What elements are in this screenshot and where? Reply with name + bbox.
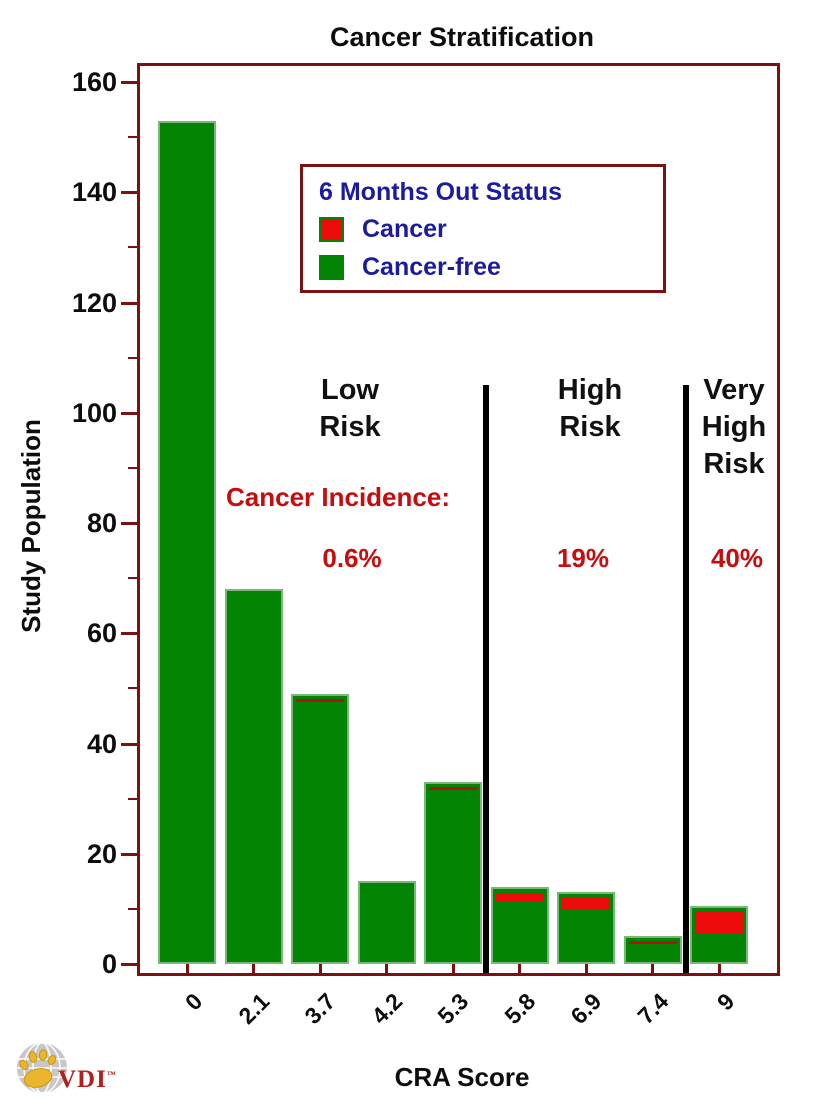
vdi-trademark-mark: ™ bbox=[106, 1069, 116, 1080]
bar bbox=[357, 881, 416, 964]
y-tick bbox=[121, 743, 137, 746]
risk-zone-label-very-high: Very High Risk bbox=[701, 374, 767, 480]
bar-cancer-segment bbox=[695, 912, 743, 934]
bar-cancer-segment bbox=[628, 941, 677, 944]
y-tick-label: 20 bbox=[86, 839, 117, 869]
x-tick-label: 3.7 bbox=[299, 988, 341, 1030]
x-tick-label: 5.8 bbox=[498, 988, 540, 1030]
x-axis-label: CRA Score bbox=[394, 1062, 530, 1092]
risk-zone-label-high: High Risk bbox=[557, 374, 623, 443]
x-tick bbox=[451, 964, 455, 974]
y-tick-label: 120 bbox=[71, 288, 117, 318]
vdi-logo-text: VDI™ bbox=[58, 1066, 116, 1093]
separator-line bbox=[682, 385, 689, 973]
vdi-logo: VDI™ bbox=[14, 1040, 134, 1100]
y-tick bbox=[121, 81, 137, 84]
legend-title: 6 Months Out Status bbox=[319, 178, 563, 206]
bar bbox=[291, 694, 349, 964]
legend-swatch-cancer bbox=[319, 217, 344, 242]
x-tick-label: 6.9 bbox=[565, 988, 607, 1030]
incidence-value-very-high: 40% bbox=[710, 543, 764, 573]
bar bbox=[490, 887, 549, 964]
bar bbox=[557, 892, 615, 964]
x-tick-label: 4.2 bbox=[365, 988, 407, 1030]
y-tick bbox=[121, 522, 137, 525]
legend: 6 Months Out Status Cancer Cancer-free bbox=[300, 164, 666, 293]
y-tick bbox=[121, 632, 137, 635]
y-tick-label: 80 bbox=[86, 508, 117, 538]
x-tick bbox=[651, 964, 654, 974]
y-minor-tick bbox=[128, 908, 137, 910]
plot-frame bbox=[137, 63, 780, 976]
x-tick-label: 2.1 bbox=[232, 988, 274, 1030]
bar bbox=[690, 906, 748, 964]
bar bbox=[623, 936, 682, 964]
y-minor-tick bbox=[128, 687, 137, 689]
x-tick bbox=[584, 964, 588, 974]
y-minor-tick bbox=[128, 467, 137, 469]
y-tick-label: 40 bbox=[86, 729, 117, 759]
x-tick bbox=[518, 964, 521, 974]
chart-title: Cancer Stratification bbox=[329, 22, 595, 52]
risk-zone-label-low: Low Risk bbox=[319, 374, 381, 443]
bar-cancer-segment bbox=[296, 699, 344, 702]
legend-item-label: Cancer-free bbox=[362, 253, 501, 281]
y-tick-label: 0 bbox=[101, 949, 117, 979]
x-tick bbox=[318, 964, 322, 974]
incidence-value-low: 0.6% bbox=[322, 543, 382, 573]
bar bbox=[158, 121, 216, 964]
y-axis-label: Study Population bbox=[16, 419, 46, 633]
y-tick bbox=[121, 963, 137, 966]
legend-swatch-cancer-free bbox=[319, 255, 344, 280]
incidence-value-high: 19% bbox=[556, 543, 610, 573]
x-tick-label: 7.4 bbox=[631, 988, 673, 1030]
y-minor-tick bbox=[128, 357, 137, 359]
y-minor-tick bbox=[128, 136, 137, 138]
y-minor-tick bbox=[128, 246, 137, 248]
y-tick-label: 140 bbox=[71, 177, 117, 207]
y-tick bbox=[121, 191, 137, 194]
separator-line bbox=[483, 385, 490, 973]
x-tick-label: 0 bbox=[179, 988, 208, 1016]
bar bbox=[424, 782, 482, 964]
x-tick-label: 5.3 bbox=[432, 988, 474, 1030]
x-tick bbox=[385, 964, 388, 974]
y-tick bbox=[121, 302, 137, 305]
vdi-globe-paw-icon bbox=[17, 1042, 67, 1094]
incidence-heading: Cancer Incidence: bbox=[226, 482, 450, 512]
y-minor-tick bbox=[128, 798, 137, 800]
y-tick-label: 60 bbox=[86, 618, 117, 648]
x-tick bbox=[717, 964, 721, 974]
y-minor-tick bbox=[128, 577, 137, 579]
bar-cancer-segment bbox=[495, 893, 544, 901]
y-tick-label: 100 bbox=[71, 398, 117, 428]
x-tick-label: 9 bbox=[711, 988, 740, 1016]
bar-cancer-segment bbox=[562, 898, 610, 909]
x-tick bbox=[252, 964, 255, 974]
x-tick bbox=[185, 964, 189, 974]
bar-cancer-segment bbox=[429, 787, 477, 790]
y-tick-label: 160 bbox=[71, 67, 117, 97]
legend-item-label: Cancer bbox=[362, 215, 447, 243]
y-tick bbox=[121, 412, 137, 415]
bar bbox=[224, 589, 283, 964]
y-tick bbox=[121, 853, 137, 856]
